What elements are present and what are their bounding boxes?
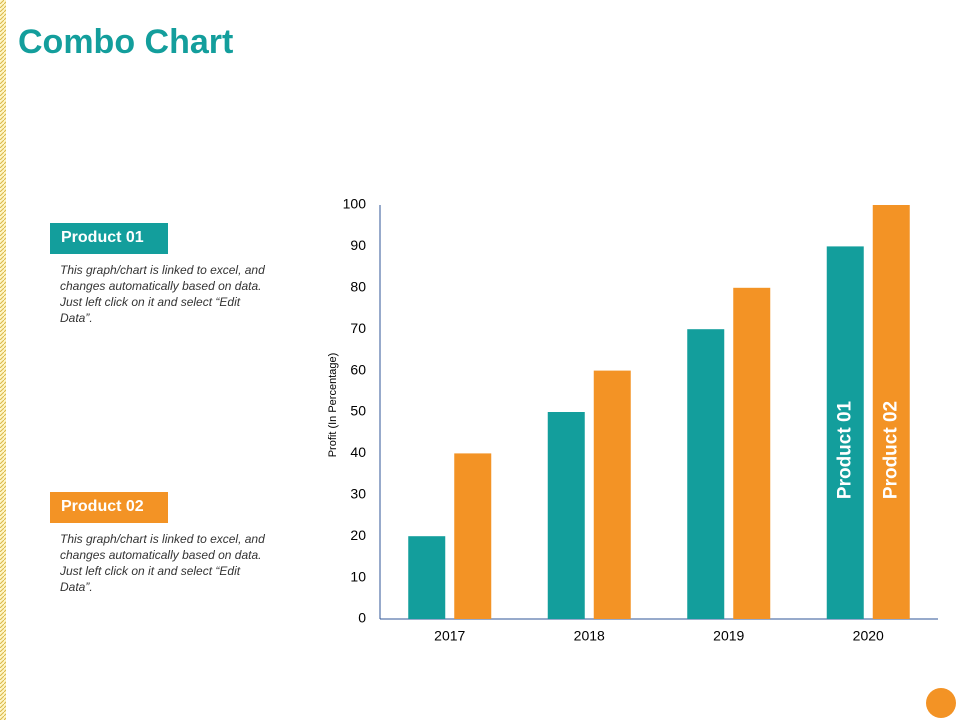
y-tick-label: 70 [350,320,366,336]
y-tick-label: 100 [343,196,367,212]
y-tick-label: 80 [350,279,366,295]
y-tick-label: 40 [350,444,366,460]
y-tick-label: 20 [350,527,366,543]
panel: Product 01 This graph/chart is linked to… [50,223,265,326]
side-stripe [0,0,6,720]
x-tick-label: 2017 [434,628,465,644]
corner-dot [926,688,956,718]
x-tick-label: 2018 [574,628,605,644]
bar [593,370,631,619]
panel-title: Product 02 [50,492,168,523]
panel-text: This graph/chart is linked to excel, and… [60,532,265,594]
panel: Product 02 This graph/chart is linked to… [50,492,265,595]
bar [547,412,585,619]
panel-text: This graph/chart is linked to excel, and… [60,263,265,325]
bar [733,287,771,619]
y-tick-label: 0 [358,610,366,626]
chart-title: Combo Chart [18,23,233,61]
bar [687,329,725,619]
panel-title: Product 01 [50,223,168,254]
bar [454,453,492,619]
y-axis-title: Profit (In Percentage) [327,353,339,458]
y-tick-label: 10 [350,568,366,584]
y-tick-label: 50 [350,403,366,419]
bar-series-label: Product 02 [880,401,901,499]
bar [872,205,910,619]
bar-series-label: Product 01 [834,400,855,499]
bar [408,536,446,619]
bar [826,246,864,619]
x-tick-label: 2019 [713,628,744,644]
y-tick-label: 90 [350,237,366,253]
y-tick-label: 30 [350,486,366,502]
y-tick-label: 60 [350,361,366,377]
x-tick-label: 2020 [853,628,884,644]
